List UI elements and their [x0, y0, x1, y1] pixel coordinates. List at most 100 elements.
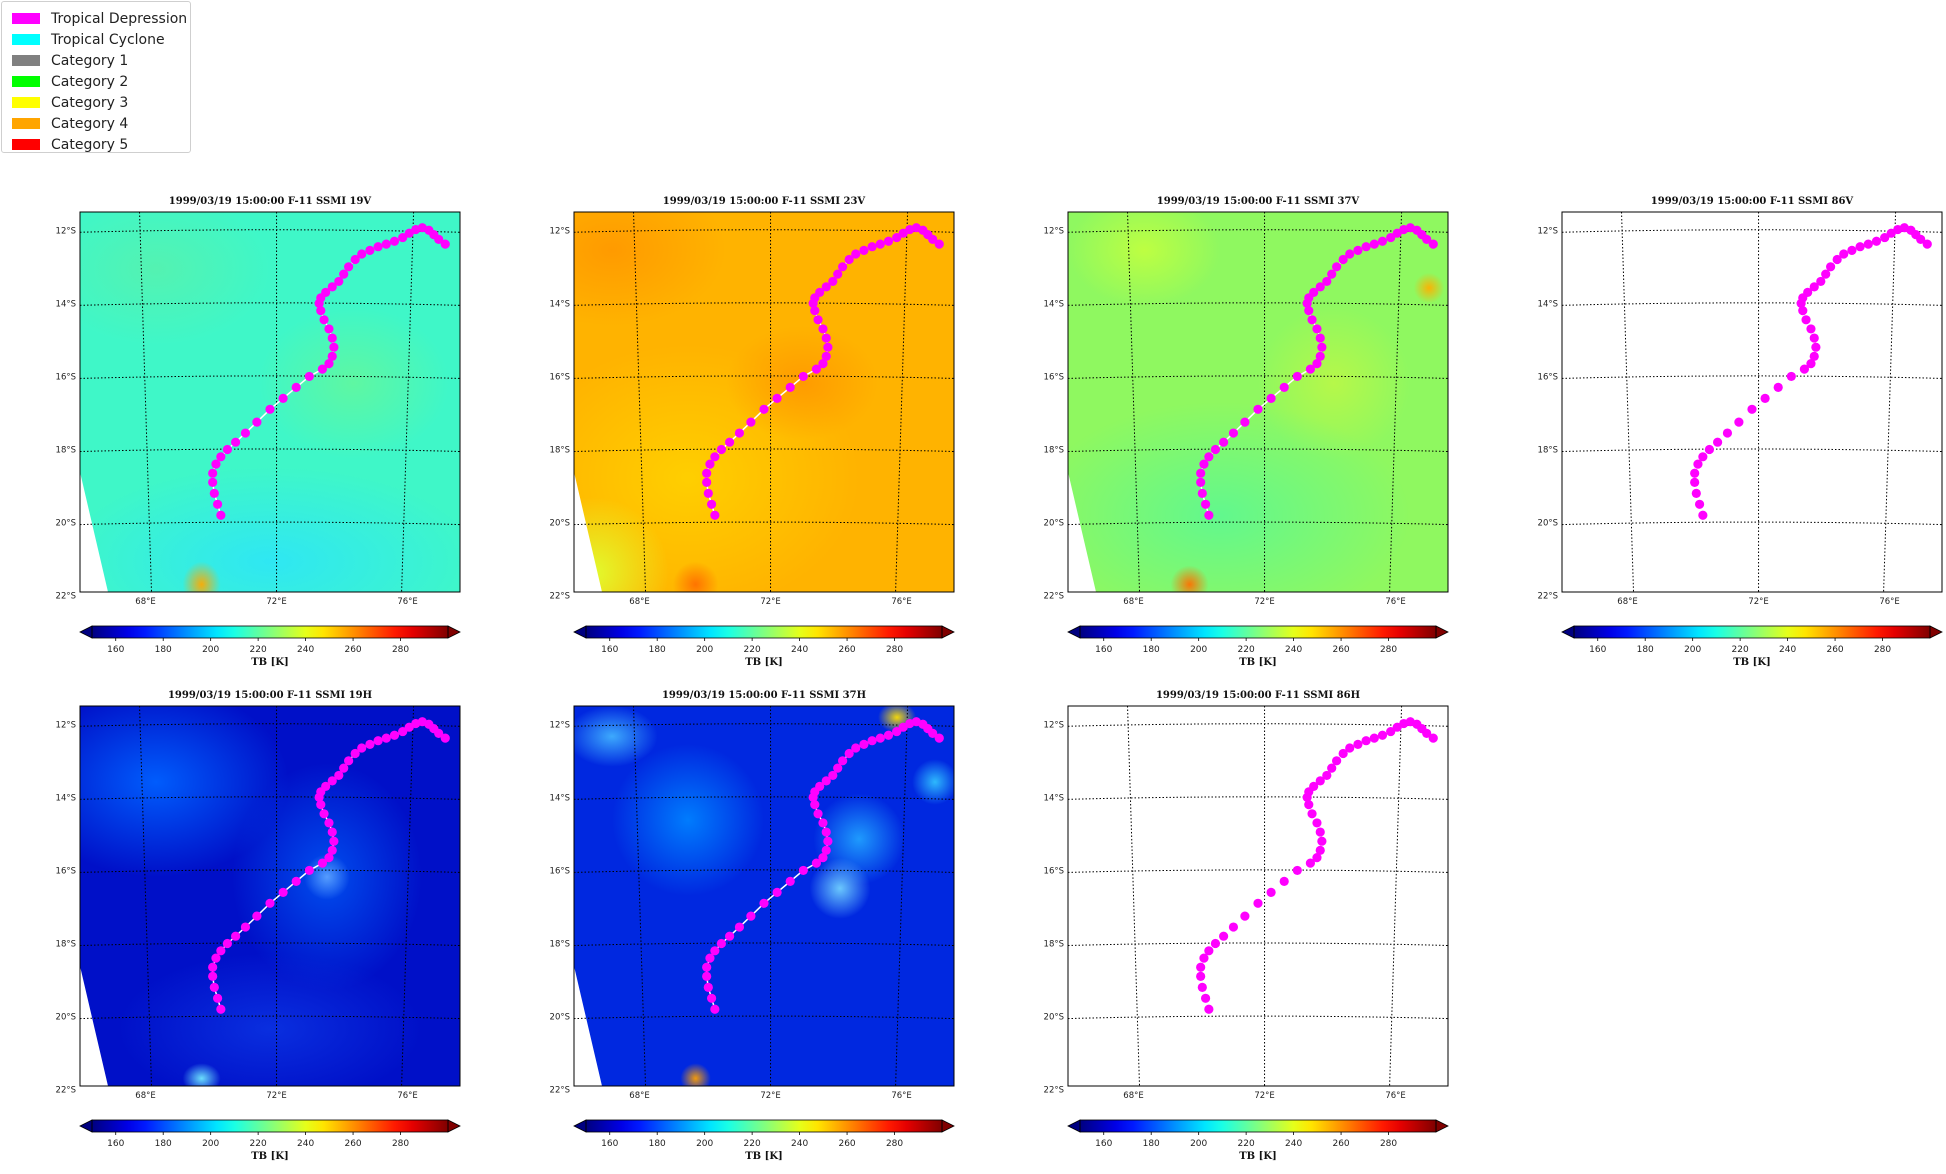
colorbar-extend-low — [573, 625, 587, 639]
track-point — [703, 488, 713, 498]
track-point — [859, 739, 869, 749]
track-point — [434, 234, 444, 245]
field-blob — [680, 1063, 711, 1086]
track-point — [1228, 922, 1239, 932]
track-point — [1698, 452, 1708, 462]
track-point — [1279, 382, 1289, 392]
brightness-field — [80, 706, 460, 1086]
track-point — [324, 853, 334, 863]
panel-title: 1999/03/19 15:00:00 F-11 SSMI 86H — [1156, 690, 1360, 701]
track-point — [734, 428, 745, 438]
track-point — [1210, 938, 1221, 949]
brightness-field — [574, 706, 954, 1086]
track-point — [1197, 488, 1207, 498]
track-point — [1292, 371, 1302, 382]
track-point — [1292, 865, 1302, 876]
lat-tick-label: 22°S — [1538, 592, 1558, 602]
lat-tick-label: 20°S — [56, 519, 76, 529]
track-point — [1369, 733, 1379, 743]
colorbar-extend-low — [79, 1119, 93, 1133]
track-point — [883, 236, 894, 246]
lat-tick-label: 22°S — [1044, 1086, 1064, 1096]
track-point — [1916, 234, 1926, 245]
track-point — [1693, 459, 1703, 469]
track-point — [357, 249, 367, 259]
track-point — [208, 468, 218, 478]
panel-chart: 1999/03/19 15:00:00 F-11 SSMI 19V 12°S 14°… — [56, 196, 461, 668]
track-point — [838, 262, 848, 272]
storm-track — [208, 717, 450, 1014]
track-point — [329, 342, 339, 352]
track-point — [222, 444, 233, 455]
lon-line — [1127, 212, 1141, 592]
track-point — [1266, 887, 1276, 897]
track-point — [1204, 510, 1214, 520]
legend-item: Category 1 — [12, 50, 190, 71]
track-point — [716, 444, 727, 455]
lon-tick-label: 72°E — [1748, 597, 1768, 607]
lon-tick-label: 72°E — [1254, 1091, 1274, 1101]
lon-line — [139, 706, 153, 1086]
colorbar: 160 180 200 220 240 260 280 TB [K] — [573, 1119, 955, 1162]
track-point — [1798, 306, 1808, 316]
track-point — [1345, 249, 1355, 259]
track-point — [1253, 898, 1263, 908]
track-point — [1322, 770, 1332, 781]
lon-tick-label: 72°E — [1254, 597, 1274, 607]
colorbar: 160 180 200 220 240 260 280 TB [K] — [573, 625, 955, 668]
track-point — [1806, 324, 1816, 334]
track-point — [1734, 417, 1744, 427]
track-point — [702, 468, 712, 478]
lat-line — [574, 302, 954, 306]
colorbar-tick-label: 260 — [838, 1139, 855, 1149]
lon-line — [1389, 212, 1403, 592]
track-point — [1199, 459, 1209, 469]
lat-tick-label: 14°S — [550, 793, 570, 803]
legend-item: Category 3 — [12, 92, 190, 113]
field-blob — [80, 466, 460, 592]
colorbar-tick-label: 240 — [791, 645, 808, 655]
track-point — [710, 510, 720, 520]
lon-tick-label: 68°E — [629, 1091, 649, 1101]
track-point — [821, 827, 831, 837]
track-point — [1760, 393, 1770, 403]
lon-line — [139, 212, 153, 592]
lat-tick-label: 12°S — [1044, 226, 1064, 236]
track-point — [838, 756, 848, 766]
field-blob — [80, 212, 270, 345]
track-point — [702, 477, 712, 487]
track-point — [1809, 351, 1819, 361]
storm-track — [702, 223, 944, 520]
track-point — [725, 437, 735, 447]
colorbar-label: TB [K] — [251, 657, 289, 668]
track-point — [1773, 382, 1783, 392]
track-point — [703, 982, 713, 992]
lat-tick-label: 20°S — [56, 1013, 76, 1023]
track-point — [240, 428, 251, 438]
colorbar-tick-label: 280 — [392, 645, 409, 655]
graticule — [574, 706, 954, 1086]
lat-line — [1068, 1015, 1448, 1020]
track-point — [844, 748, 854, 759]
storm-track — [702, 717, 944, 1014]
track-line — [1199, 720, 1434, 1010]
brightness-field — [574, 212, 954, 592]
track-point — [278, 887, 288, 897]
colorbar-extend-low — [1067, 1119, 1081, 1133]
track-point — [705, 953, 715, 963]
no-data-wedge — [574, 472, 602, 592]
track-point — [1332, 262, 1342, 272]
track-point — [329, 836, 339, 846]
colorbar-tick-label: 280 — [1874, 645, 1891, 655]
panel: 1999/03/19 15:00:00 F-11 SSMI 19H 12°S 14°… — [40, 674, 480, 1174]
track-point — [1315, 776, 1325, 786]
track-point — [1240, 417, 1250, 427]
legend-label: Category 4 — [51, 115, 129, 132]
track-point — [321, 781, 331, 791]
track-point — [705, 459, 715, 469]
track-point — [1315, 282, 1325, 292]
track-point — [265, 898, 275, 908]
panel-title: 1999/03/19 15:00:00 F-11 SSMI 23V — [663, 196, 866, 207]
colorbar-extend-high — [447, 625, 461, 639]
track-point — [1312, 359, 1322, 369]
